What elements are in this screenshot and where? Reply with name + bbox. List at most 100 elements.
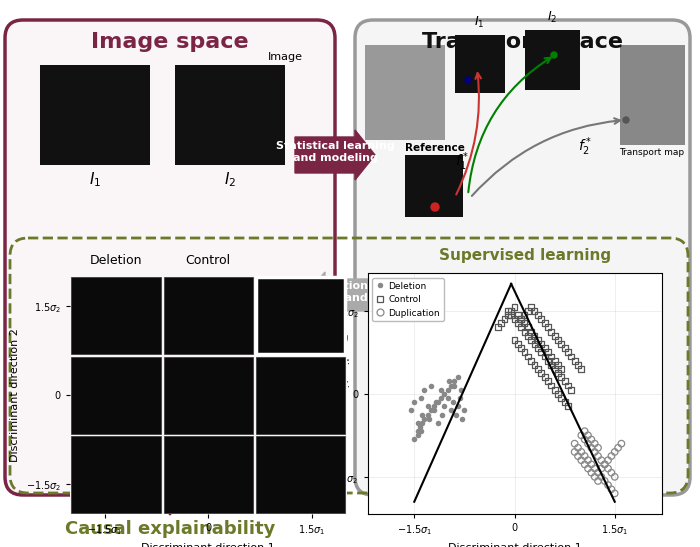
Bar — [164, 357, 253, 434]
X-axis label: Discriminant direction 1: Discriminant direction 1 — [141, 543, 275, 547]
Point — [430, 398, 441, 406]
Point — [526, 302, 537, 311]
Point — [509, 315, 520, 323]
Text: Causal explainability: Causal explainability — [65, 520, 275, 538]
Point — [505, 306, 517, 315]
Bar — [620, 45, 685, 145]
Text: $I_1$: $I_1$ — [474, 15, 484, 30]
Point — [582, 431, 594, 440]
Point — [412, 418, 423, 427]
Point — [519, 327, 530, 336]
Point — [492, 323, 503, 332]
Point — [532, 344, 543, 353]
Point — [414, 423, 425, 432]
Point — [542, 356, 554, 365]
Point — [422, 410, 433, 419]
Point — [415, 427, 426, 435]
Point — [536, 340, 547, 348]
Text: $I_2$: $I_2$ — [224, 170, 236, 189]
Text: Deletion: Deletion — [90, 254, 142, 267]
Point — [559, 398, 570, 406]
Y-axis label: Discriminant direction 2: Discriminant direction 2 — [10, 328, 20, 462]
Point — [539, 373, 550, 382]
Point — [449, 381, 460, 390]
Point — [569, 447, 580, 456]
Bar — [256, 357, 345, 434]
Point — [437, 410, 448, 419]
Text: Transport map: Transport map — [620, 148, 685, 157]
Point — [522, 331, 533, 340]
Y-axis label: Discriminant direction 2: Discriminant direction 2 — [317, 327, 327, 461]
Point — [609, 473, 620, 481]
Point — [512, 340, 524, 348]
Point — [592, 452, 603, 461]
Point — [559, 344, 570, 353]
FancyBboxPatch shape — [355, 20, 690, 495]
Point — [529, 306, 540, 315]
Point — [426, 406, 437, 415]
Point — [529, 331, 540, 340]
Point — [566, 352, 577, 361]
Circle shape — [465, 77, 471, 83]
Point — [426, 381, 437, 390]
Point — [505, 311, 517, 319]
Point — [562, 381, 573, 390]
Point — [405, 406, 416, 415]
Point — [512, 319, 524, 328]
Point — [502, 311, 513, 319]
Point — [546, 360, 557, 369]
Point — [603, 481, 614, 490]
FancyArrow shape — [295, 130, 375, 180]
Point — [536, 315, 547, 323]
Bar — [405, 155, 463, 217]
Point — [529, 360, 540, 369]
Point — [609, 447, 620, 456]
Point — [416, 410, 428, 419]
X-axis label: Discriminant direction 1: Discriminant direction 1 — [447, 543, 582, 547]
Text: Visualization and
understanding: Visualization and understanding — [288, 281, 395, 303]
Point — [439, 389, 450, 398]
Text: $f_1^*$: $f_1^*$ — [455, 150, 470, 173]
Point — [416, 418, 428, 427]
Point — [579, 460, 590, 469]
Point — [579, 452, 590, 461]
Point — [586, 460, 597, 469]
Point — [606, 468, 617, 477]
Point — [569, 356, 580, 365]
Point — [549, 356, 560, 365]
Bar — [40, 65, 150, 165]
Point — [445, 381, 456, 390]
FancyArrow shape — [162, 493, 178, 515]
Point — [439, 402, 450, 411]
Circle shape — [623, 117, 629, 123]
Point — [549, 331, 560, 340]
Point — [522, 352, 533, 361]
Point — [526, 327, 537, 336]
Bar — [256, 277, 345, 354]
Circle shape — [551, 52, 557, 58]
Text: Transport space: Transport space — [421, 32, 622, 52]
Point — [596, 473, 607, 481]
Point — [415, 394, 426, 403]
Point — [450, 410, 461, 419]
Point — [435, 394, 447, 403]
Point — [573, 444, 584, 452]
Point — [526, 356, 537, 365]
Point — [579, 427, 590, 435]
Text: $f_2^*$: $f_2^*$ — [578, 135, 592, 158]
Point — [556, 373, 567, 382]
Point — [592, 476, 603, 485]
Bar — [71, 277, 161, 354]
Point — [599, 476, 610, 485]
Bar — [164, 277, 253, 354]
Point — [579, 435, 590, 444]
FancyBboxPatch shape — [5, 20, 335, 495]
Point — [457, 415, 468, 423]
Point — [516, 323, 527, 332]
Point — [582, 439, 594, 448]
Point — [532, 335, 543, 344]
Text: Supervised learning: Supervised learning — [439, 248, 611, 263]
Point — [512, 311, 524, 319]
Bar — [256, 277, 345, 354]
Point — [432, 398, 443, 406]
